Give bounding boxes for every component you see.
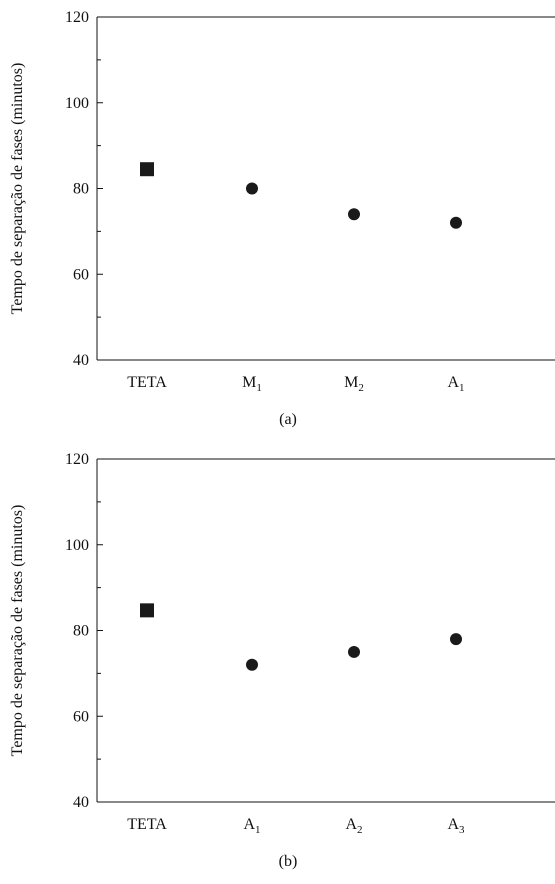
y-tick-label: 60 (73, 266, 89, 283)
y-tick-label: 40 (73, 352, 89, 369)
y-tick-label: 40 (73, 794, 89, 811)
x-tick-label-subscript: 1 (256, 382, 262, 394)
data-point-circle (348, 646, 360, 658)
x-tick-label-subscript: 2 (357, 824, 363, 836)
data-point-square (140, 603, 154, 617)
y-tick-label: 100 (65, 95, 89, 112)
x-tick-label-subscript: 2 (358, 382, 364, 394)
x-tick-label-subscript: 3 (459, 824, 465, 836)
x-tick-label: A1 (243, 816, 260, 836)
x-tick-label-base: TETA (127, 816, 167, 833)
x-tick-label-subscript: 1 (255, 824, 261, 836)
x-tick-label-base: A (243, 816, 255, 833)
data-point-circle (246, 659, 258, 671)
x-tick-label: M1 (242, 374, 262, 394)
data-point-circle (246, 183, 258, 195)
y-axis-title: Tempo de separação de fases (minutos) (9, 63, 26, 315)
x-tick-label-base: M (242, 374, 256, 391)
y-tick-label: 80 (73, 623, 89, 640)
x-tick-label-base: A (447, 816, 459, 833)
x-tick-label-base: M (344, 374, 358, 391)
x-tick-label: A3 (447, 816, 465, 836)
y-tick-label: 80 (73, 181, 89, 198)
x-tick-label: A2 (345, 816, 362, 836)
y-axis-title: Tempo de separação de fases (minutos) (9, 505, 26, 757)
panel-label: (a) (279, 411, 297, 428)
chart-panel-a: 40 60 80 100 120 Tempo de separação de fases … (0, 0, 555, 442)
x-tick-label-subscript: 1 (459, 382, 465, 394)
y-tick-label: 100 (65, 537, 89, 554)
x-tick-label-base: A (345, 816, 357, 833)
y-tick-label: 60 (73, 708, 89, 725)
x-tick-label-base: TETA (127, 374, 167, 391)
data-point-circle (450, 633, 462, 645)
data-point-circle (450, 217, 462, 229)
x-tick-label-base: A (447, 374, 459, 391)
y-tick-label: 120 (65, 9, 89, 26)
scatter-chart-b: 40 60 80 100 120 Tempo de separação de fases … (0, 442, 555, 884)
scatter-chart-a: 40 60 80 100 120 Tempo de separação de fases … (0, 0, 555, 442)
x-tick-label: A1 (447, 374, 464, 394)
y-tick-label: 120 (65, 451, 89, 468)
panel-label: (b) (279, 853, 298, 870)
data-point-square (140, 162, 154, 176)
x-tick-label: TETA (127, 374, 167, 391)
chart-panel-b: 40 60 80 100 120 Tempo de separação de fases … (0, 442, 555, 884)
x-tick-label: M2 (344, 374, 364, 394)
data-point-circle (348, 208, 360, 220)
x-tick-label: TETA (127, 816, 167, 833)
